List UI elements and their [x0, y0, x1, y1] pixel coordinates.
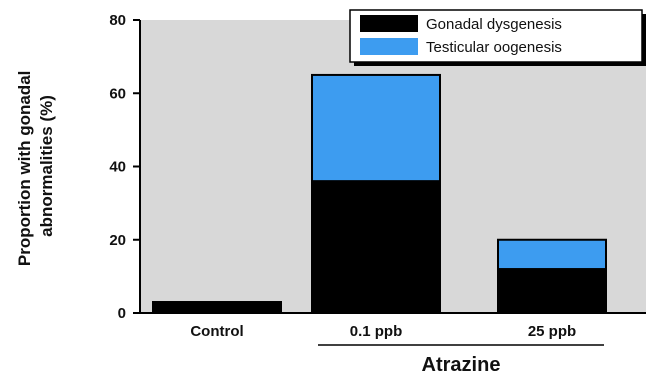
y-axis-label-line-1: Proportion with gonadal: [15, 71, 34, 266]
y-axis: 0 20 40 60 80: [109, 12, 141, 322]
legend-swatch: [360, 38, 418, 55]
y-axis-label-line-2: abnormalities (%): [37, 95, 56, 237]
bar-segment: [497, 238, 607, 271]
legend-label: Testicular oogenesis: [426, 39, 562, 56]
legend-label: Gonadal dysgenesis: [426, 16, 562, 33]
bar-segment: [311, 180, 441, 314]
y-axis-label: Proportion with gonadal abnormalities (%…: [15, 66, 56, 266]
y-tick-label: 20: [109, 232, 126, 249]
y-tick-label: 80: [109, 12, 126, 29]
x-category-label: 0.1 ppb: [350, 323, 403, 340]
y-tick-label: 0: [118, 305, 126, 322]
bar-segment: [152, 301, 282, 315]
x-axis: Control 0.1 ppb 25 ppb: [140, 312, 646, 340]
x-category-label: Control: [190, 323, 243, 340]
y-tick-label: 40: [109, 159, 126, 176]
bar-segment: [497, 268, 607, 314]
bar-segment: [311, 73, 441, 183]
bars: [152, 73, 607, 315]
legend-swatch: [360, 15, 418, 32]
legend: Gonadal dysgenesis Testicular oogenesis: [349, 9, 646, 66]
x-category-label: 25 ppb: [528, 323, 576, 340]
y-tick-label: 60: [109, 85, 126, 102]
group-label: Atrazine: [422, 354, 501, 376]
